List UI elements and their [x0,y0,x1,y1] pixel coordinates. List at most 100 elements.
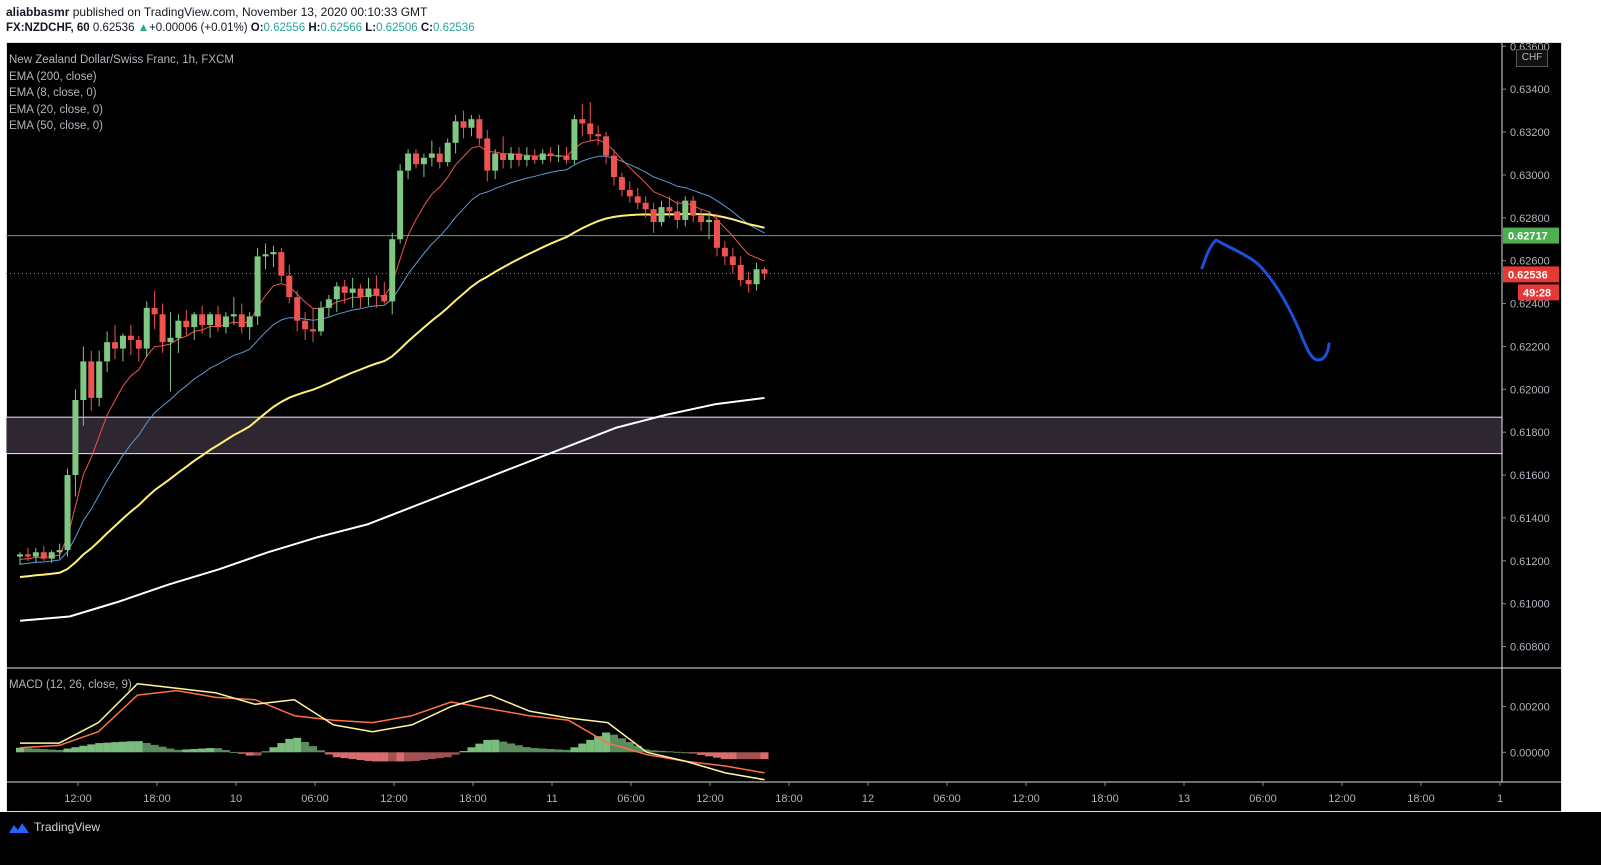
price-tick-label: 0.63600 [1510,42,1550,53]
time-tick-label: 12 [862,793,874,805]
legend-ema50[interactable]: EMA (50, close, 0) [9,120,103,133]
candle-up [270,252,277,255]
candle-up [365,288,372,298]
candle-down [357,288,364,298]
footer-bar [0,812,1601,865]
macd-histogram-bar [570,747,579,753]
time-tick-label: 13 [1178,793,1190,805]
candle-up [658,207,665,223]
macd-histogram-bar [16,747,24,753]
candle-down [698,215,705,223]
candle-down [460,121,467,128]
macd-histogram-bar [752,752,761,760]
candle-down [341,286,348,293]
macd-histogram-bar [546,748,555,753]
macd-histogram-bar [348,752,357,760]
countdown-badge-bg [1518,284,1559,301]
candle-down [88,361,95,398]
macd-histogram-bar [697,752,706,755]
macd-tick-label: 0.00200 [1510,702,1550,714]
candle-down [642,202,649,210]
author-name[interactable]: aliabbasmr [6,5,70,19]
legend-ema200[interactable]: EMA (200, close) [9,70,97,83]
candle-down [500,153,507,160]
macd-histogram-bar [617,738,626,753]
time-tick-label: 06:00 [617,793,645,805]
macd-histogram-bar [158,746,167,753]
candle-down [286,275,293,298]
publish-header: aliabbasmr published on TradingView.com,… [0,0,1601,40]
macd-histogram-bar [31,748,40,753]
candle-down [563,155,570,160]
time-tick-label: 11 [546,793,557,805]
macd-histogram-bar [538,748,547,753]
macd-histogram-bar [332,752,341,758]
candle-down [135,339,142,349]
macd-histogram-bar [126,741,135,753]
candle-down [151,307,158,315]
candle-up [222,316,229,328]
candle-up [104,342,111,362]
macd-histogram-bar [633,745,642,753]
candle-up [56,550,63,553]
tradingview-brand[interactable]: TradingView [8,820,100,835]
high-value: 0.62566 [320,22,363,34]
legend-ema8[interactable]: EMA (8, close, 0) [9,87,97,100]
macd-histogram-bar [451,752,460,755]
tradingview-logo-icon [9,822,29,833]
macd-histogram-bar [499,741,508,753]
candle-up [508,153,515,160]
macd-histogram-bar [87,744,96,753]
candle-up [317,307,324,332]
candle-down [721,247,728,257]
time-tick-label: 18:00 [775,793,803,805]
candle-up [32,552,39,557]
macd-histogram-bar [277,743,286,753]
candle-up [325,299,332,308]
candle-up [246,316,253,328]
candle-down [603,136,610,156]
macd-histogram-bar [237,752,246,754]
legend-macd[interactable]: MACD (12, 26, close, 9) [9,679,132,691]
candle-up [96,361,103,398]
macd-histogram-bar [293,737,302,753]
time-tick-label: 12:00 [64,793,92,805]
candle-down [587,123,594,135]
macd-histogram-bar [681,752,690,754]
macd-histogram-bar [103,742,112,753]
price-tick-label: 0.61600 [1510,470,1550,482]
close-value: 0.62536 [433,22,475,34]
candle-down [674,211,681,220]
macd-histogram-bar [150,744,159,753]
candle-up [262,254,269,257]
candle-up [333,286,340,300]
macd-histogram-bar [324,752,333,755]
candle-down [40,552,47,559]
price-tick-label: 0.60800 [1510,642,1550,654]
candle-up [191,314,198,328]
candle-down [413,153,419,165]
time-tick-label: 18:00 [1407,793,1435,805]
macd-histogram-bar [245,752,254,756]
macd-signal-line [19,689,765,774]
price-tick-label: 0.62800 [1510,213,1550,225]
change-arrow-icon: ▲ [137,22,150,34]
legend-ema20[interactable]: EMA (20, close, 0) [9,103,103,116]
candle-up [254,256,261,317]
time-tick-label: 06:00 [301,793,329,805]
candle-down [547,153,554,156]
candle-up [468,119,475,128]
macd-histogram-bar [744,752,753,760]
chart-area[interactable]: 0.63600 0.63400 0.63200 0.63000 0.62800 0.626… [6,42,1562,812]
candle-down [381,294,388,302]
ema50-line [19,212,765,578]
price-chart-svg[interactable]: 0.63600 0.63400 0.63200 0.63000 0.62800 0.626… [6,42,1562,812]
macd-histogram-bar [182,749,191,753]
macd-histogram-bar [356,752,365,761]
time-tick-label: 12:00 [696,793,724,805]
candle-down [650,209,657,223]
currency-badge[interactable]: CHF [1516,49,1548,67]
macd-histogram-bar [728,752,737,760]
macd-histogram-bar [435,752,444,759]
chart-title: New Zealand Dollar/Swiss Franc, 1h, FXCM [9,54,234,66]
